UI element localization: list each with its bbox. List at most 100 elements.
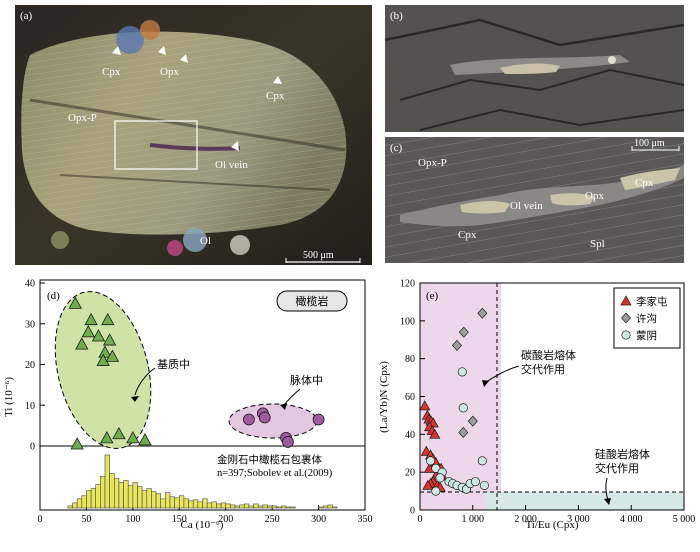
histogram-bar <box>262 504 268 509</box>
matrix-field-ellipse <box>54 291 152 449</box>
panel-b-label: (b) <box>390 10 403 22</box>
histogram-bar <box>123 480 129 509</box>
vein-field-ellipse <box>228 403 318 439</box>
histogram-bar <box>95 484 101 509</box>
matrix-point <box>101 312 115 326</box>
y-tick-label: 10 <box>25 401 35 412</box>
carbonatite-annotation-line2: 交代作用 <box>521 362 565 376</box>
y-tick-label: 120 <box>400 279 415 290</box>
y-tick-label: 0 <box>410 506 415 517</box>
histogram-bar <box>271 505 278 509</box>
lijiatun-point <box>429 428 441 439</box>
matrix-point <box>102 333 117 346</box>
panel-c-cpx-label-2: Cpx <box>458 229 477 241</box>
x-tick-label: 1 000 <box>462 514 485 525</box>
mengyin-point <box>435 473 445 483</box>
histogram-bar <box>281 505 287 509</box>
y-tick-label: 20 <box>25 360 35 371</box>
y-tick-label: 0 <box>30 442 35 453</box>
mengyin-point <box>458 403 468 413</box>
histogram-bar <box>155 493 162 509</box>
histogram-bar <box>230 504 236 509</box>
carbonatite-annotation-line1: 碳酸岩熔体 <box>521 348 576 362</box>
y-tick-label: 80 <box>405 354 415 365</box>
arrow-icon <box>280 403 287 410</box>
histogram-bar <box>327 504 333 509</box>
histogram-bar <box>206 502 213 509</box>
x-tick-label: 0 <box>418 514 423 525</box>
legend-label: 许沟 <box>636 312 657 325</box>
arrow-icon <box>180 54 188 63</box>
panel-c-label: (c) <box>390 142 403 154</box>
x-tick-label: 50 <box>81 514 91 525</box>
x-tick-label: 250 <box>265 514 280 525</box>
panel-e-xlabel: Ti/Eu (Cpx) <box>525 519 578 531</box>
mengyin-point <box>477 456 487 466</box>
histogram-bar <box>248 505 254 509</box>
matrix-point <box>138 433 152 446</box>
arrow-icon <box>112 46 121 55</box>
x-tick-label: 100 <box>125 514 140 525</box>
panel-c-spl-label: Spl <box>590 238 605 250</box>
matrix-point <box>91 329 106 342</box>
panel-a-scale-label: 500 μm <box>303 250 334 261</box>
histogram-bar <box>276 506 282 509</box>
histogram-bar <box>253 503 259 509</box>
histogram-bar <box>72 502 78 509</box>
histogram-bar <box>216 503 222 509</box>
x-tick-label: 5 000 <box>673 514 696 525</box>
panel-a-olvein-label: Ol vein <box>215 159 248 171</box>
matrix-point <box>126 431 140 444</box>
vein-point <box>258 411 271 424</box>
matrix-point <box>70 437 84 450</box>
mengyin-point <box>470 477 480 487</box>
histogram-bar <box>100 476 106 509</box>
xugou-point <box>458 426 469 438</box>
legend-marker <box>621 312 631 324</box>
arrow-icon <box>231 141 239 151</box>
panel-e-ylabel: (La/Yb)N (Cpx) <box>378 361 390 433</box>
legend-marker <box>621 330 631 340</box>
arrow-icon <box>131 396 139 402</box>
histogram-bar <box>257 505 264 509</box>
histogram-bar <box>141 490 148 509</box>
histogram-bar <box>220 502 227 509</box>
mengyin-point <box>457 367 467 377</box>
histogram-note-line1: 金刚石中橄榄石包裹体 <box>217 453 322 466</box>
lijiatun-point <box>422 479 434 490</box>
histogram-bar <box>90 488 97 509</box>
histogram-bar <box>243 503 250 509</box>
matrix-point <box>75 337 89 350</box>
panel-d-badge-text: 橄榄岩 <box>296 294 329 308</box>
panel-d-badge <box>276 290 348 312</box>
histogram-bar <box>234 505 240 509</box>
panel-b: (b) <box>384 5 685 132</box>
panel-a-ol-label: Ol <box>200 235 211 247</box>
histogram-bar <box>178 495 185 509</box>
y-tick-label: 40 <box>25 279 35 290</box>
legend-label: 蒙阴 <box>636 329 657 342</box>
histogram-bar <box>202 498 208 509</box>
panel-c-cpx-label-1: Cpx <box>635 177 654 189</box>
histogram-bar <box>332 506 338 509</box>
histogram-bar <box>183 498 189 509</box>
panel-d-frame <box>39 279 366 511</box>
histogram-bar <box>197 501 203 509</box>
lijiatun-point <box>419 400 431 411</box>
histogram-bar <box>146 488 152 509</box>
panel-c-olvein-label: Ol vein <box>510 200 543 212</box>
histogram-bar <box>137 486 143 509</box>
x-tick-label: 3 000 <box>567 514 590 525</box>
panel-c-scale-label: 100 μm <box>634 138 665 149</box>
panel-e-label: (e) <box>426 290 439 302</box>
matrix-point <box>96 353 110 366</box>
histogram-bar <box>225 503 231 509</box>
y-tick-label: 60 <box>405 392 415 403</box>
x-tick-label: 200 <box>218 514 233 525</box>
vein-point <box>312 413 325 426</box>
histogram-bar <box>169 496 175 509</box>
silicate-annotation-line1: 硅酸岩熔体 <box>595 447 650 461</box>
legend-label: 李家屯 <box>636 295 668 308</box>
